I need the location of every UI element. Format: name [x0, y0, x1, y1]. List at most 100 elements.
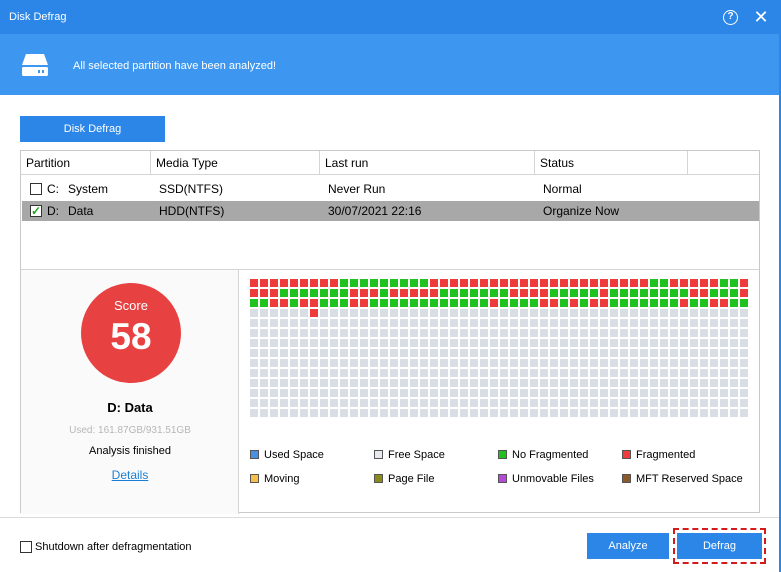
- table-row[interactable]: C: System SSD(NTFS) Never Run Normal: [22, 179, 759, 199]
- status-banner: All selected partition have been analyze…: [0, 34, 781, 95]
- cluster-block: [250, 399, 258, 407]
- cluster-block: [360, 329, 368, 337]
- cluster-block: [470, 279, 478, 287]
- table-row[interactable]: ✓ D: Data HDD(NTFS) 30/07/2021 22:16 Org…: [22, 201, 759, 221]
- cluster-block: [350, 349, 358, 357]
- cluster-block: [420, 359, 428, 367]
- cluster-block: [630, 379, 638, 387]
- cluster-block: [610, 389, 618, 397]
- cluster-block: [700, 289, 708, 297]
- legend-label: MFT Reserved Space: [636, 473, 743, 485]
- cluster-block: [380, 339, 388, 347]
- legend-label: Used Space: [264, 449, 324, 461]
- column-header-partition[interactable]: Partition: [21, 151, 151, 175]
- cluster-block: [360, 359, 368, 367]
- cluster-block: [430, 319, 438, 327]
- cluster-block: [700, 399, 708, 407]
- cluster-block: [660, 339, 668, 347]
- cluster-block: [310, 359, 318, 367]
- cluster-block: [710, 329, 718, 337]
- cluster-block: [280, 399, 288, 407]
- cluster-block: [390, 389, 398, 397]
- title-bar: Disk Defrag ? ✕: [0, 0, 781, 34]
- cluster-block: [330, 279, 338, 287]
- cluster-block: [260, 339, 268, 347]
- status: Normal: [543, 182, 582, 196]
- cluster-block: [510, 399, 518, 407]
- partition-checkbox[interactable]: [30, 183, 42, 195]
- cluster-block: [650, 349, 658, 357]
- cluster-block: [680, 279, 688, 287]
- cluster-block: [360, 289, 368, 297]
- help-icon[interactable]: ?: [723, 10, 738, 25]
- cluster-block: [320, 389, 328, 397]
- cluster-block: [530, 349, 538, 357]
- details-link[interactable]: Details: [111, 468, 149, 482]
- cluster-block: [440, 379, 448, 387]
- cluster-block: [250, 299, 258, 307]
- cluster-block: [370, 349, 378, 357]
- cluster-block: [460, 309, 468, 317]
- cluster-block: [430, 309, 438, 317]
- cluster-block: [290, 369, 298, 377]
- cluster-block: [390, 289, 398, 297]
- checkbox-box[interactable]: [20, 541, 32, 553]
- cluster-block: [690, 299, 698, 307]
- cluster-block: [510, 289, 518, 297]
- cluster-block: [660, 409, 668, 417]
- column-header-last-run[interactable]: Last run: [320, 151, 535, 175]
- cluster-block: [690, 329, 698, 337]
- cluster-block: [590, 339, 598, 347]
- tab-disk-defrag[interactable]: Disk Defrag: [20, 116, 165, 142]
- cluster-block: [340, 369, 348, 377]
- cluster-block: [310, 329, 318, 337]
- cluster-block: [590, 389, 598, 397]
- cluster-block: [270, 369, 278, 377]
- analyze-button[interactable]: Analyze: [587, 533, 669, 559]
- cluster-block: [330, 329, 338, 337]
- cluster-block: [710, 399, 718, 407]
- legend-swatch: [250, 474, 259, 483]
- cluster-block: [610, 409, 618, 417]
- cluster-block: [370, 299, 378, 307]
- cluster-block: [390, 329, 398, 337]
- cluster-block: [380, 329, 388, 337]
- column-header-media-type[interactable]: Media Type: [151, 151, 320, 175]
- cluster-block: [260, 319, 268, 327]
- legend-label: Free Space: [388, 449, 445, 461]
- cluster-block: [600, 379, 608, 387]
- cluster-block: [510, 389, 518, 397]
- cluster-block: [520, 409, 528, 417]
- cluster-block: [460, 369, 468, 377]
- cluster-block: [590, 289, 598, 297]
- cluster-block: [550, 339, 558, 347]
- cluster-block: [700, 339, 708, 347]
- column-header-status[interactable]: Status: [535, 151, 688, 175]
- cluster-block: [500, 399, 508, 407]
- partition-checkbox[interactable]: ✓: [30, 204, 42, 218]
- cluster-block: [280, 349, 288, 357]
- cluster-block: [640, 399, 648, 407]
- cluster-block: [700, 309, 708, 317]
- cluster-block: [420, 399, 428, 407]
- cluster-block: [570, 399, 578, 407]
- defrag-button[interactable]: Defrag: [677, 533, 762, 559]
- cluster-block: [410, 319, 418, 327]
- close-icon[interactable]: ✕: [753, 7, 769, 27]
- cluster-block: [700, 299, 708, 307]
- cluster-block: [430, 279, 438, 287]
- cluster-block: [660, 309, 668, 317]
- cluster-block: [480, 329, 488, 337]
- last-run: Never Run: [328, 182, 386, 196]
- cluster-block: [300, 349, 308, 357]
- cluster-block: [330, 359, 338, 367]
- cluster-block: [280, 339, 288, 347]
- cluster-block: [730, 399, 738, 407]
- cluster-block: [670, 329, 678, 337]
- cluster-block: [680, 309, 688, 317]
- cluster-block: [410, 369, 418, 377]
- cluster-block: [280, 369, 288, 377]
- cluster-block: [390, 369, 398, 377]
- cluster-block: [340, 299, 348, 307]
- cluster-block: [350, 299, 358, 307]
